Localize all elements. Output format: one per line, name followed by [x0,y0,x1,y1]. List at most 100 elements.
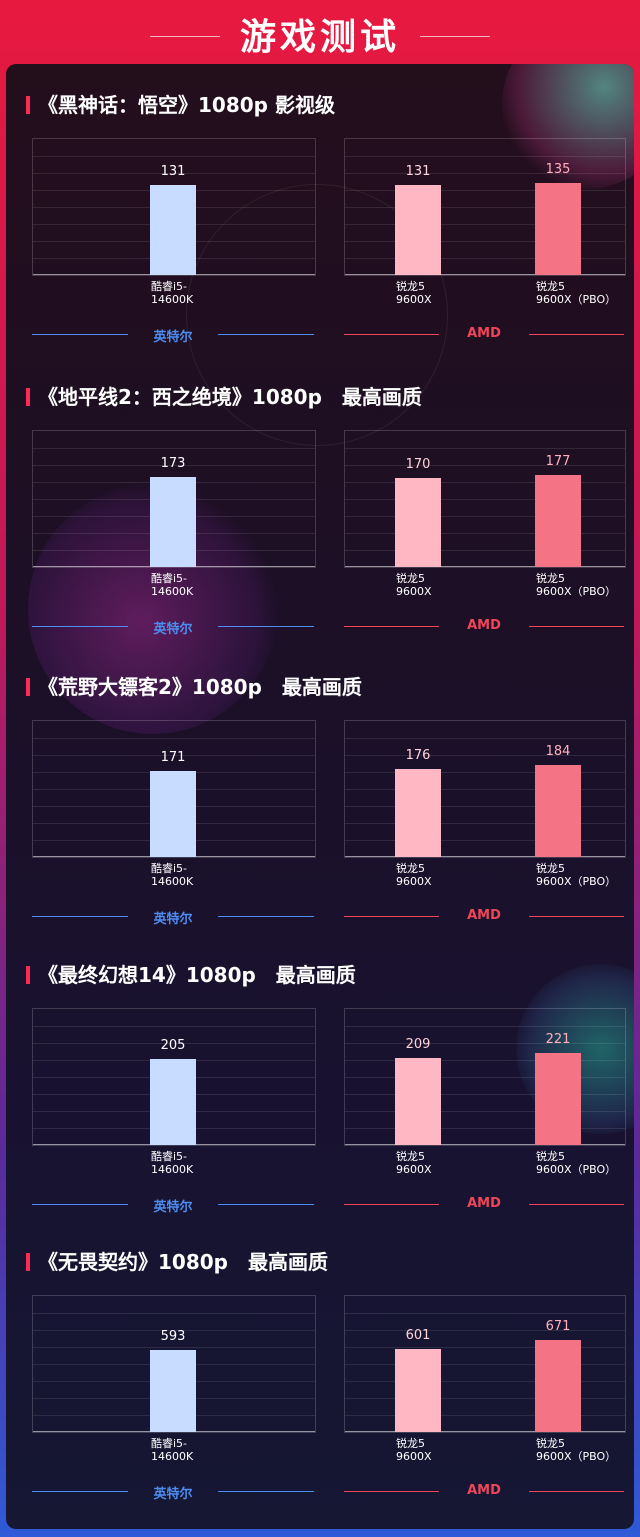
legend-intel: 英特尔 [32,1196,314,1215]
legend-amd: AMD [344,618,624,634]
grid-line [345,772,625,773]
grid-line [345,789,625,790]
legend-amd: AMD [344,1196,624,1212]
tick-label: 酷睿i5- 14600K [151,862,194,888]
amd-chart: 209 221 [344,1008,626,1146]
data-label: 671 [545,1318,571,1334]
grid-line [345,1060,625,1061]
data-label: 209 [405,1036,431,1052]
legend-line [529,334,624,335]
title-decoration-left [150,36,220,37]
bar [395,768,441,857]
grid-line [33,465,315,466]
grid-line [345,1077,625,1078]
tick-label: 锐龙5 9600X（PBO） [536,572,617,598]
chart-section: 《荒野大镖客2》1080p 最高画质 171 酷睿i5- 14600K 英特尔 176 1… [6,674,634,944]
page-title: 游戏测试 [239,17,400,58]
page-header: 游戏测试 [0,0,640,66]
legend-line [529,1204,624,1205]
tick-label: 锐龙5 9600X [396,572,432,598]
legend-line [32,334,128,335]
grid-line [33,1043,315,1044]
grid-line [345,499,625,500]
chart-section: 《黑神话：悟空》1080p 影视级 131 酷睿i5- 14600K 英特尔 131 13… [6,92,634,362]
grid-line [345,1381,625,1382]
title-marker [26,678,30,696]
data-label: 131 [405,164,431,180]
legend-line [529,916,624,917]
tick-label: 酷睿i5- 14600K [151,1150,194,1176]
tick-label: 酷睿i5- 14600K [151,1437,194,1463]
grid-line [33,1330,315,1331]
data-label: 171 [160,750,186,766]
bar [535,764,581,857]
legend-label: AMD [467,1196,501,1211]
grid-line [345,207,625,208]
tick-label: 锐龙5 9600X（PBO） [536,1437,617,1463]
title-marker [26,388,30,406]
chart-section: 《最终幻想14》1080p 最高画质 205 酷睿i5- 14600K 英特尔 209 2… [6,962,634,1232]
bar [150,1059,196,1145]
legend-line [218,1204,314,1205]
grid-line [345,823,625,824]
grid-line [345,516,625,517]
grid-line [345,1398,625,1399]
grid-line [345,1043,625,1044]
tick-label: 锐龙5 9600X（PBO） [536,1150,617,1176]
legend-line [218,626,314,627]
chart-title-text: 《荒野大镖客2》1080p 最高画质 [38,675,362,699]
grid-line [345,448,625,449]
grid-line [345,1128,625,1129]
legend-label: 英特尔 [153,622,193,637]
grid-line [345,806,625,807]
title-marker [26,96,30,114]
amd-chart: 176 184 [344,720,626,858]
bar [535,1052,581,1145]
title-marker [26,1253,30,1271]
grid-line [345,1364,625,1365]
legend-line [32,1204,128,1205]
grid-line [345,156,625,157]
grid-line [345,1094,625,1095]
bar [150,476,196,567]
grid-line [33,1347,315,1348]
grid-line [345,241,625,242]
chart-title-text: 《最终幻想14》1080p 最高画质 [38,963,356,987]
legend-line [344,1491,439,1492]
intel-chart: 205 [32,1008,316,1146]
legend-intel: 英特尔 [32,908,314,927]
grid-line [345,190,625,191]
tick-label: 锐龙5 9600X [396,280,432,306]
data-label: 177 [545,453,571,469]
grid-line [345,1347,625,1348]
legend-line [344,1204,439,1205]
chart-section: 《无畏契约》1080p 最高画质 593 酷睿i5- 14600K 英特尔 601 671… [6,1249,634,1519]
title-decoration-right [420,36,490,37]
title-marker [26,966,30,984]
bar [535,474,581,567]
amd-chart: 131 135 [344,138,626,276]
grid-line [33,448,315,449]
legend-amd: AMD [344,326,624,342]
intel-chart: 131 [32,138,316,276]
legend-line [344,626,439,627]
decor-ring [186,184,448,446]
data-label: 601 [405,1328,431,1344]
grid-line [345,738,625,739]
chart-title: 《无畏契约》1080p 最高画质 [26,1249,328,1275]
legend-label: 英特尔 [153,330,193,345]
grid-line [345,755,625,756]
x-axis [345,1431,625,1432]
data-label: 173 [160,455,186,471]
tick-label: 锐龙5 9600X（PBO） [536,862,617,888]
bar [535,1339,581,1432]
legend-label: 英特尔 [153,1200,193,1215]
data-label: 131 [160,164,186,180]
legend-label: 英特尔 [153,1487,193,1502]
chart-title-text: 《地平线2：西之绝境》1080p 最高画质 [38,385,422,409]
chart-title-text: 《无畏契约》1080p 最高画质 [38,1250,328,1274]
chart-title: 《地平线2：西之绝境》1080p 最高画质 [26,384,422,410]
grid-line [345,1313,625,1314]
tick-label: 锐龙5 9600X [396,862,432,888]
legend-line [218,334,314,335]
